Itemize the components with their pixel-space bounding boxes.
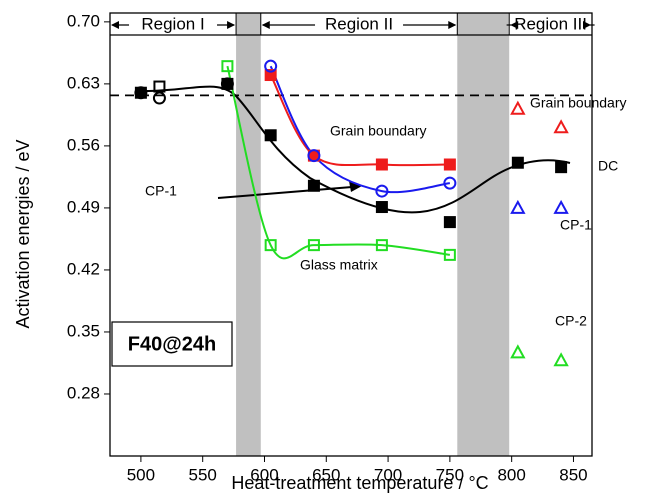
annotation: DC	[598, 158, 618, 174]
marker	[555, 161, 568, 174]
y-tick-label: 0.35	[67, 321, 100, 340]
region-label: Region III	[514, 14, 587, 33]
region-bg	[317, 14, 402, 34]
arrow-head	[261, 21, 270, 29]
marker	[375, 158, 388, 171]
marker	[264, 59, 278, 73]
y-tick-label: 0.70	[67, 11, 100, 30]
sample-label: F40@24h	[128, 333, 216, 355]
fit-line	[269, 74, 450, 167]
x-tick-label: 600	[250, 465, 278, 484]
arrow-head	[583, 21, 591, 29]
x-tick-label: 700	[374, 465, 402, 484]
arrow-head	[227, 21, 236, 29]
marker	[153, 80, 166, 93]
band	[457, 13, 510, 456]
marker	[264, 129, 277, 142]
annotation: Glass matrix	[300, 257, 378, 273]
region-label: Region I	[141, 14, 204, 33]
arrow-head	[448, 21, 457, 29]
marker	[553, 352, 569, 367]
marker	[443, 248, 456, 261]
x-tick-label: 750	[436, 465, 464, 484]
marker	[510, 199, 526, 214]
annotation: Grain boundary	[530, 95, 627, 111]
y-tick-label: 0.63	[67, 73, 100, 92]
marker	[152, 91, 166, 105]
y-axis-title: Activation energies / eV	[13, 139, 33, 328]
background-layer	[110, 13, 592, 456]
annotation: CP-1	[145, 183, 177, 199]
marker	[264, 239, 277, 252]
marker	[510, 344, 526, 359]
x-tick-label: 850	[559, 465, 587, 484]
marker	[510, 100, 526, 115]
marker	[220, 77, 234, 91]
x-tick-label: 800	[497, 465, 525, 484]
marker	[553, 119, 569, 134]
marker	[375, 184, 389, 198]
marker	[307, 179, 320, 192]
x-tick-label: 650	[312, 465, 340, 484]
marker	[264, 69, 277, 82]
marker	[553, 199, 569, 214]
region-bg	[508, 14, 593, 34]
sample-box	[111, 321, 233, 367]
annotation: Grain boundary	[330, 123, 427, 139]
y-tick-label: 0.28	[67, 383, 100, 402]
marker	[221, 60, 234, 73]
annotation: CP-2	[555, 313, 587, 329]
y-tick-label: 0.56	[67, 135, 100, 154]
fit-line	[226, 65, 451, 260]
fit-line	[269, 65, 451, 194]
band	[236, 13, 261, 456]
x-tick-label: 550	[189, 465, 217, 484]
region-bg	[131, 14, 216, 34]
region-label: Region II	[325, 14, 393, 33]
marker	[511, 156, 524, 169]
marker	[375, 239, 388, 252]
x-axis-title: Heat-treatment temperature / °C	[231, 473, 488, 493]
marker	[375, 201, 388, 214]
y-tick-label: 0.42	[67, 259, 100, 278]
arrow-head	[111, 21, 119, 29]
y-tick-label: 0.49	[67, 197, 100, 216]
plot-frame	[109, 12, 593, 457]
x-tick-label: 500	[127, 465, 155, 484]
arrow-head	[510, 21, 519, 29]
marker	[307, 149, 321, 163]
marker	[443, 216, 456, 229]
annotation: CP-1	[560, 217, 592, 233]
marker	[443, 158, 456, 171]
marker	[134, 86, 148, 100]
arrow	[217, 186, 353, 199]
marker	[307, 239, 320, 252]
arrow-head	[349, 181, 362, 192]
marker	[443, 176, 457, 190]
